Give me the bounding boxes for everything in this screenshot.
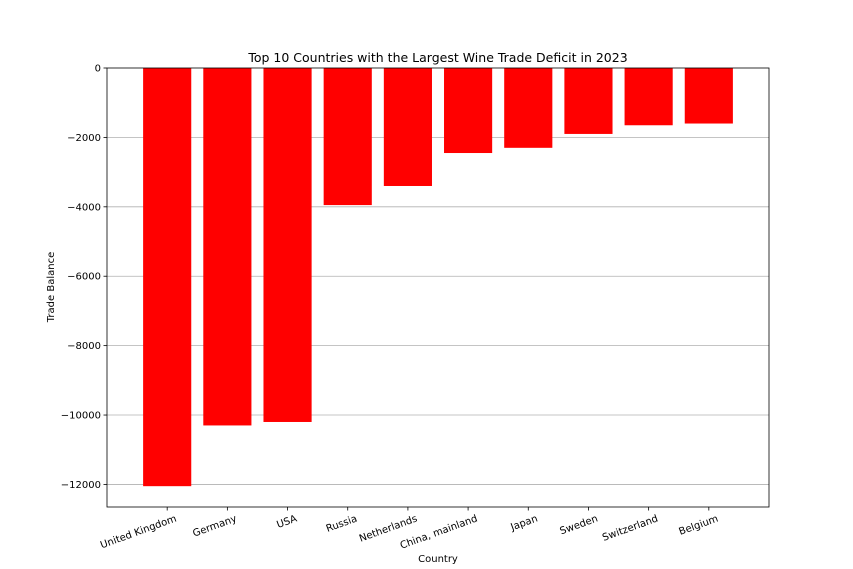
y-tick-label: −10000 [61, 411, 101, 422]
bar [203, 68, 252, 426]
bar [564, 68, 613, 134]
bar [504, 68, 553, 148]
y-tick-label: −6000 [67, 272, 101, 283]
x-tick-label: United Kingdom [99, 513, 178, 551]
x-tick-label: Switzerland [601, 513, 660, 543]
bar [143, 68, 192, 487]
x-tick-label: Belgium [678, 513, 720, 537]
bar [263, 68, 312, 422]
x-tick-label: Germany [191, 513, 238, 539]
y-axis-label: Trade Balance [46, 252, 57, 323]
bar [684, 68, 733, 124]
bar [323, 68, 372, 206]
x-tick-label: Japan [508, 513, 539, 533]
y-tick-label: −12000 [61, 480, 101, 491]
plot-frame [106, 67, 770, 508]
x-tick-label: Russia [325, 513, 359, 534]
y-tick-label: −4000 [67, 202, 101, 213]
x-tick-label: Sweden [559, 513, 600, 537]
x-axis-label: Country [418, 554, 458, 565]
bar [444, 68, 493, 154]
y-tick-label: 0 [95, 64, 101, 75]
y-tick-label: −2000 [67, 133, 101, 144]
x-axis-ticks: United Kingdom Germany USA Russia Netherland… [99, 507, 720, 552]
chart-title: Top 10 Countries with the Largest Wine T… [247, 50, 627, 65]
bars [143, 68, 733, 487]
bar [624, 68, 673, 126]
y-axis-ticks: 0 −2000 −4000 −6000 −8000 −10000 −12000 [61, 64, 107, 491]
x-tick-label: USA [275, 513, 298, 530]
bar [383, 68, 432, 186]
y-tick-label: −8000 [67, 341, 101, 352]
